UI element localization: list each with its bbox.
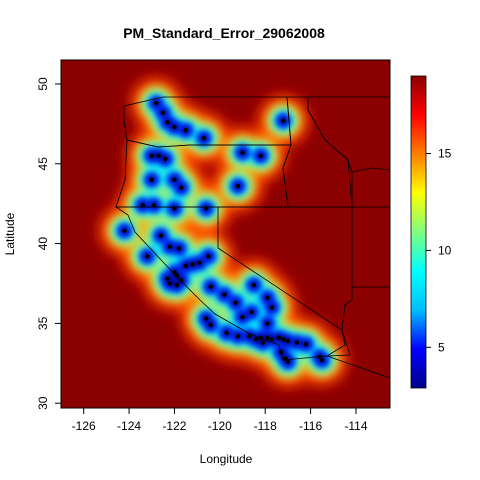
- plot-frame: [60, 59, 391, 409]
- y-axis-title: Latitude: [3, 212, 17, 255]
- monitor-site-point: [247, 333, 252, 339]
- monitor-site-point: [233, 300, 238, 305]
- monitor-site-point: [190, 262, 195, 267]
- monitor-site-point: [283, 356, 288, 361]
- monitor-site-point: [163, 156, 168, 162]
- monitor-site-point: [269, 337, 275, 342]
- monitor-site-point: [240, 314, 245, 320]
- x-tick-label: -126: [72, 419, 96, 433]
- monitor-site-point: [149, 177, 154, 182]
- monitor-site-point: [281, 337, 286, 342]
- nevada-boundary: [218, 206, 353, 331]
- heatmap-halo-navy: [120, 99, 326, 366]
- x-axis: -126 -124 -122 -120 -118 -116 -114: [72, 408, 368, 433]
- california-boundary: [114, 206, 346, 361]
- arizona-boundary: [326, 329, 390, 379]
- monitor-site-point: [303, 341, 309, 347]
- monitor-site-point: [174, 282, 179, 288]
- monitor-site-point: [156, 153, 161, 158]
- monitor-site-point: [260, 340, 266, 345]
- monitor-site-point: [154, 100, 159, 106]
- monitor-site-point: [197, 260, 202, 265]
- montana-boundary: [307, 96, 390, 173]
- x-tick-label: -118: [254, 419, 277, 433]
- monitor-site-point: [176, 246, 182, 251]
- monitor-site-point: [319, 357, 325, 363]
- monitor-site-point: [172, 124, 177, 130]
- monitor-site-point: [281, 118, 286, 123]
- monitor-site-point: [258, 335, 263, 340]
- monitor-site-point: [183, 263, 188, 269]
- monitor-site-point: [240, 150, 245, 155]
- y-tick-label: 30: [36, 396, 50, 410]
- monitor-site-point: [285, 359, 291, 364]
- monitor-site-point: [149, 153, 154, 158]
- monitor-site-point: [253, 337, 259, 342]
- monitor-site-point: [206, 254, 211, 259]
- monitor-site-point: [151, 203, 157, 208]
- monitor-site-point: [269, 305, 275, 310]
- colorbar-tick-label: 10: [438, 243, 452, 257]
- monitor-site-point: [158, 233, 164, 238]
- monitor-site-point: [204, 206, 209, 211]
- monitor-site-point: [251, 282, 257, 288]
- monitor-site-point: [265, 321, 270, 326]
- monitor-site-point: [183, 128, 188, 133]
- monitor-site-point: [174, 273, 179, 278]
- monitor-site-point: [222, 292, 227, 297]
- monitor-site-point: [122, 228, 127, 234]
- monitor-site-point: [172, 206, 177, 211]
- heatmap-plot-area: [61, 60, 390, 408]
- state-boundaries: [114, 96, 390, 379]
- monitor-site-point: [145, 254, 150, 259]
- monitor-site-point: [235, 333, 241, 339]
- monitor-sites: [122, 100, 325, 364]
- monitor-site-point: [278, 349, 284, 355]
- monitor-site-point: [165, 276, 170, 281]
- monitor-site-point: [294, 340, 300, 345]
- monitor-site-point: [201, 136, 207, 141]
- monitor-site-point: [160, 110, 166, 115]
- monitor-site-point: [276, 335, 282, 340]
- y-axis: 30 35 40 45 50: [36, 77, 61, 410]
- monitor-site-point: [172, 177, 177, 182]
- monitor-site-point: [208, 322, 213, 328]
- utah-boundary: [352, 206, 390, 288]
- idaho-boundary: [282, 96, 353, 208]
- x-tick-label: -120: [208, 419, 232, 433]
- colorbar-tick-label: 5: [438, 340, 445, 354]
- y-tick-label: 50: [36, 77, 50, 91]
- monitor-site-point: [208, 284, 213, 289]
- x-axis-title: Longitude: [200, 452, 253, 466]
- x-tick-label: -114: [344, 419, 367, 433]
- monitor-site-point: [265, 335, 270, 340]
- y-tick-label: 45: [36, 157, 50, 171]
- x-tick-label: -124: [117, 419, 141, 433]
- monitor-site-point: [265, 295, 270, 301]
- colorbar-ticks: 5 10 15: [426, 147, 452, 354]
- colorbar: [410, 75, 427, 389]
- monitor-site-point: [235, 183, 241, 189]
- monitor-site-point: [172, 270, 177, 275]
- y-tick-label: 35: [36, 316, 50, 330]
- x-tick-label: -116: [299, 419, 322, 433]
- monitor-site-point: [167, 281, 173, 286]
- monitor-site-point: [179, 185, 184, 190]
- y-tick-label: 40: [36, 237, 50, 251]
- chart-title: PM_Standard_Error_29062008: [123, 25, 325, 41]
- monitor-site-point: [165, 120, 170, 125]
- monitor-site-point: [249, 310, 254, 315]
- monitor-site-point: [167, 244, 173, 249]
- monitor-site-point: [258, 153, 263, 158]
- monitor-site-point: [317, 354, 322, 360]
- monitor-site-point: [224, 330, 229, 336]
- monitor-site-point: [179, 278, 184, 283]
- monitor-site-point: [140, 203, 145, 208]
- colorbar-tick-label: 15: [438, 147, 452, 161]
- x-tick-label: -122: [162, 419, 186, 433]
- monitor-site-point: [204, 316, 209, 321]
- monitor-site-point: [285, 338, 291, 344]
